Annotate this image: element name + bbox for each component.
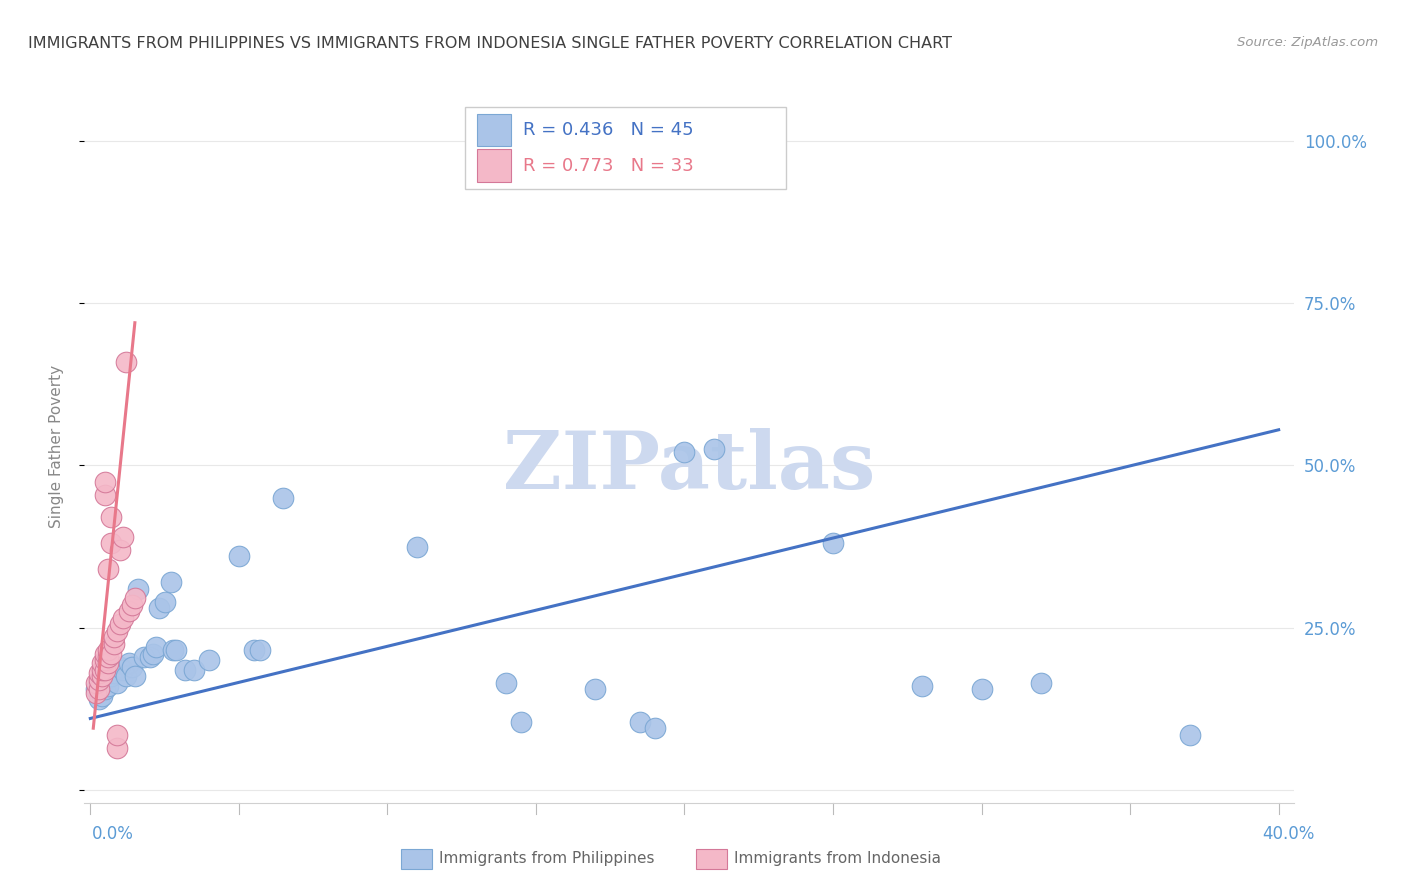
Point (103, 637, 125, 651)
Text: IMMIGRANTS FROM PHILIPPINES VS IMMIGRANTS FROM INDONESIA SINGLE FATHER POVERTY C: IMMIGRANTS FROM PHILIPPINES VS IMMIGRANT… (28, 36, 952, 51)
Text: 0.0%: 0.0% (91, 825, 134, 843)
Point (84, 682, 107, 697)
Point (84, 685, 107, 699)
Point (91, 689, 114, 703)
Point (118, 657, 141, 671)
Point (97, 643, 120, 657)
Point (127, 582, 149, 596)
Point (510, 714, 533, 729)
Point (115, 354, 138, 368)
Point (97, 657, 120, 671)
Point (111, 530, 134, 544)
Point (162, 643, 184, 657)
Point (628, 714, 651, 729)
Point (105, 740, 128, 755)
Point (1029, 675, 1052, 690)
Point (148, 601, 170, 615)
Point (821, 536, 844, 550)
Point (103, 666, 125, 681)
Point (94, 653, 117, 667)
Text: Immigrants from Indonesia: Immigrants from Indonesia (734, 851, 941, 865)
Point (94, 673, 117, 687)
Point (970, 682, 993, 697)
Point (105, 675, 128, 690)
Point (159, 575, 181, 590)
Point (94, 663, 117, 677)
Text: Immigrants from Philippines: Immigrants from Philippines (439, 851, 654, 865)
Point (115, 669, 138, 683)
Point (97, 679, 120, 693)
Point (97, 649, 120, 664)
Y-axis label: Single Father Poverty: Single Father Poverty (49, 365, 63, 527)
FancyBboxPatch shape (465, 107, 786, 189)
Point (91, 663, 114, 677)
Point (273, 491, 295, 505)
Point (94, 488, 117, 502)
Point (108, 617, 131, 632)
Point (94, 475, 117, 489)
Point (103, 631, 125, 645)
Point (249, 643, 271, 657)
Text: ZIPatlas: ZIPatlas (503, 428, 875, 507)
Point (166, 643, 188, 657)
Point (100, 669, 122, 683)
Point (145, 640, 167, 654)
Point (183, 663, 205, 677)
Point (118, 604, 141, 618)
Point (124, 669, 146, 683)
Point (406, 540, 429, 554)
Point (121, 598, 143, 612)
Point (89, 673, 111, 687)
Point (242, 643, 264, 657)
Point (703, 442, 725, 457)
FancyBboxPatch shape (478, 114, 512, 146)
Text: Source: ZipAtlas.com: Source: ZipAtlas.com (1237, 36, 1378, 49)
Point (94, 647, 117, 661)
Point (94, 682, 117, 697)
Point (105, 728, 128, 742)
Point (111, 663, 134, 677)
Point (495, 675, 517, 690)
Point (89, 682, 111, 697)
Point (673, 445, 696, 459)
Point (1178, 728, 1201, 742)
Point (89, 692, 111, 706)
Point (108, 542, 131, 557)
Point (100, 536, 122, 550)
Point (91, 657, 114, 671)
Point (105, 624, 128, 638)
Point (97, 562, 120, 576)
Point (124, 591, 146, 606)
Point (132, 649, 155, 664)
Point (89, 666, 111, 681)
Point (138, 649, 160, 664)
Point (174, 663, 197, 677)
Point (100, 647, 122, 661)
Point (228, 549, 250, 564)
Point (911, 679, 934, 693)
Text: R = 0.436   N = 45: R = 0.436 N = 45 (523, 121, 695, 139)
Point (100, 510, 122, 524)
Point (108, 659, 131, 673)
Point (198, 653, 221, 667)
Point (91, 669, 114, 683)
FancyBboxPatch shape (478, 150, 512, 182)
Point (84, 675, 107, 690)
Text: 40.0%: 40.0% (1263, 825, 1315, 843)
Point (644, 721, 666, 735)
Text: R = 0.773   N = 33: R = 0.773 N = 33 (523, 157, 695, 175)
Point (583, 682, 606, 697)
Point (121, 659, 143, 673)
Point (153, 595, 176, 609)
Point (142, 647, 165, 661)
Point (111, 611, 134, 625)
